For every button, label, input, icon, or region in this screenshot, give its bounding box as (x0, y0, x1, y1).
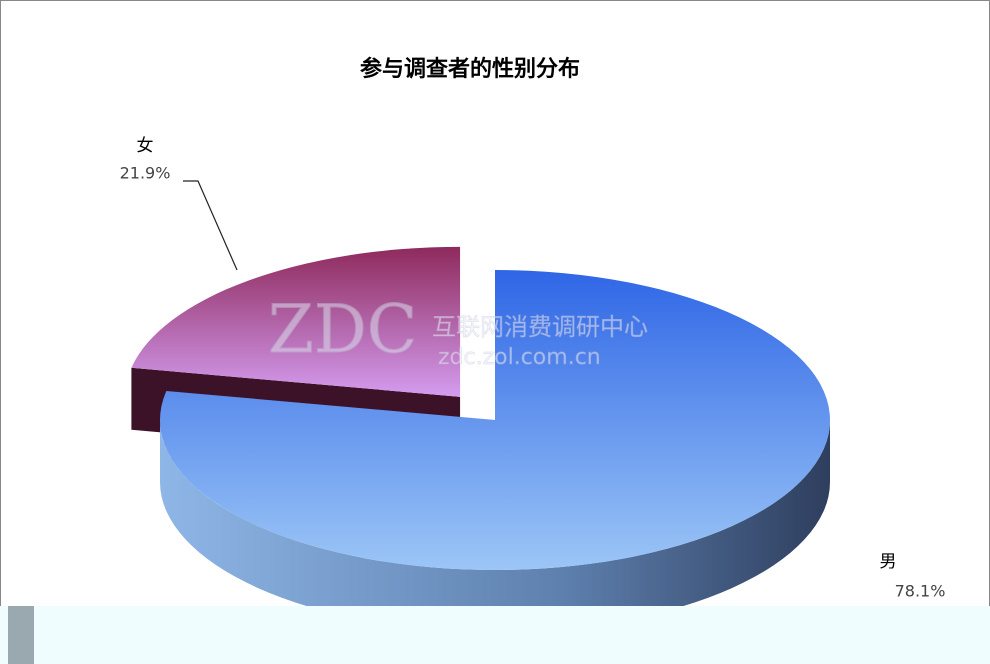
slice (160, 270, 830, 632)
slice-value-label: 78.1% (895, 582, 946, 601)
bottom-band (0, 606, 990, 664)
slice-label: 男 (880, 552, 897, 572)
slice-side (160, 420, 830, 632)
slice-value-label: 21.9% (120, 164, 171, 183)
labels: 女 21.9% 男 78.1% (120, 136, 946, 601)
watermark: ZDC 互联网消费调研中心 zdc.zol.com.cn (268, 291, 649, 371)
slice-top (131, 246, 461, 397)
watermark-name: 互联网消费调研中心 (432, 313, 648, 341)
chart-title: 参与调查者的性别分布 (360, 56, 580, 82)
pie (131, 246, 830, 632)
slice-label: 女 (137, 136, 154, 156)
watermark-url: zdc.zol.com.cn (438, 345, 601, 370)
leader-line (183, 180, 238, 271)
bottom-bar (8, 606, 34, 664)
slice-top (160, 270, 830, 571)
watermark-logo: ZDC (268, 291, 417, 368)
